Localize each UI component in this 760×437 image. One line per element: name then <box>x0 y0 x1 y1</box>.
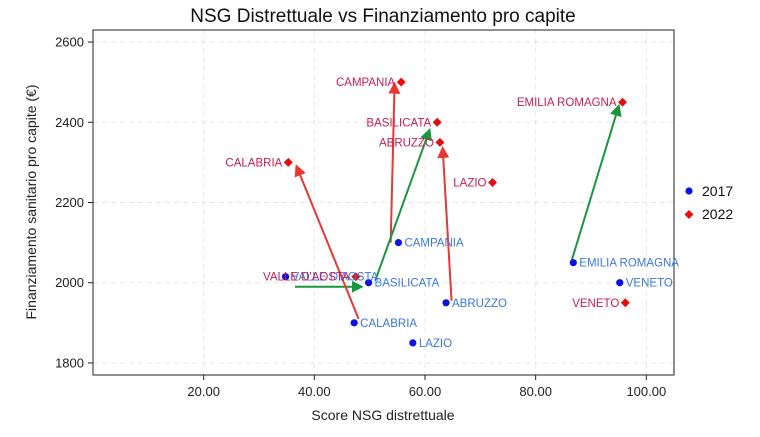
x-axis-title: Score NSG distrettuale <box>311 407 454 423</box>
legend-label-2022: 2022 <box>702 206 733 222</box>
y-tick-label: 2000 <box>55 275 84 290</box>
point-2017 <box>616 279 624 287</box>
y-tick-label: 2400 <box>55 115 84 130</box>
x-tick-label: 100.00 <box>626 384 666 399</box>
point-2022 <box>283 157 293 167</box>
point-label-2017: LAZIO <box>419 338 452 350</box>
point-2022 <box>351 272 361 282</box>
point-2017 <box>394 239 403 247</box>
change-arrow <box>437 145 453 301</box>
point-2017 <box>569 259 577 267</box>
y-axis: 1800 2000 2200 2400 2600 <box>55 35 93 370</box>
point-label-2017: ABRUZZO <box>452 298 507 310</box>
point-label-2022: BASILICATA <box>366 117 431 129</box>
point-2022 <box>396 77 406 87</box>
point-2017 <box>350 319 358 327</box>
change-arrow <box>570 103 622 261</box>
change-arrow <box>294 164 360 320</box>
x-tick-label: 20.00 <box>187 384 220 399</box>
point-label-2017: BASILICATA <box>375 278 440 290</box>
chart-title: NSG Distrettuale vs Finanziamento pro ca… <box>190 6 575 27</box>
legend-label-2017: 2017 <box>702 183 733 199</box>
legend-marker-2017 <box>685 187 693 195</box>
x-tick-label: 80.00 <box>519 384 552 399</box>
point-label-2022: VENETO <box>572 298 619 310</box>
grid-lines <box>93 30 674 375</box>
y-tick-label: 2200 <box>55 195 84 210</box>
point-label-2022: CALABRIA <box>225 157 282 169</box>
point-label-2017: CALABRIA <box>360 318 417 330</box>
point-label-2022: VALLE D'AOSTA <box>263 272 350 284</box>
point-2022 <box>488 177 498 187</box>
legend-marker-2022 <box>684 210 694 219</box>
change-arrow <box>374 128 432 282</box>
change-arrows <box>294 81 622 320</box>
point-label-2017: VENETO <box>626 278 673 290</box>
point-2017 <box>442 299 450 307</box>
legend: 2017 2022 <box>684 183 733 222</box>
point-label-2017: CAMPANIA <box>404 238 464 250</box>
change-arrow <box>388 81 401 243</box>
point-label-2017: VALLE D'AOSTA <box>292 272 379 284</box>
point-2022 <box>432 117 442 127</box>
point-2022 <box>618 97 628 107</box>
point-2017 <box>409 339 417 347</box>
y-tick-label: 2600 <box>55 35 84 50</box>
point-labels: VALLE D'AOSTA CAMPANIA BASILICATA ABRUZZO CA… <box>225 77 679 350</box>
point-2022 <box>620 298 630 308</box>
point-label-2022: LAZIO <box>453 177 486 189</box>
point-2017 <box>281 273 290 281</box>
y-axis-title: Finanziamento sanitario pro capite (€) <box>23 84 39 319</box>
x-tick-label: 40.00 <box>298 384 331 399</box>
point-2017 <box>364 279 373 287</box>
point-label-2022: EMILIA ROMAGNA <box>517 97 617 109</box>
x-tick-label: 60.00 <box>409 384 442 399</box>
data-points <box>281 77 630 347</box>
point-label-2022: CAMPANIA <box>336 77 396 89</box>
y-tick-label: 1800 <box>55 355 84 370</box>
x-axis: 20.00 40.00 60.00 80.00 100.00 <box>187 375 666 399</box>
point-2022 <box>435 137 445 147</box>
point-label-2022: ABRUZZO <box>379 137 434 149</box>
point-label-2017: EMILIA ROMAGNA <box>579 258 679 270</box>
